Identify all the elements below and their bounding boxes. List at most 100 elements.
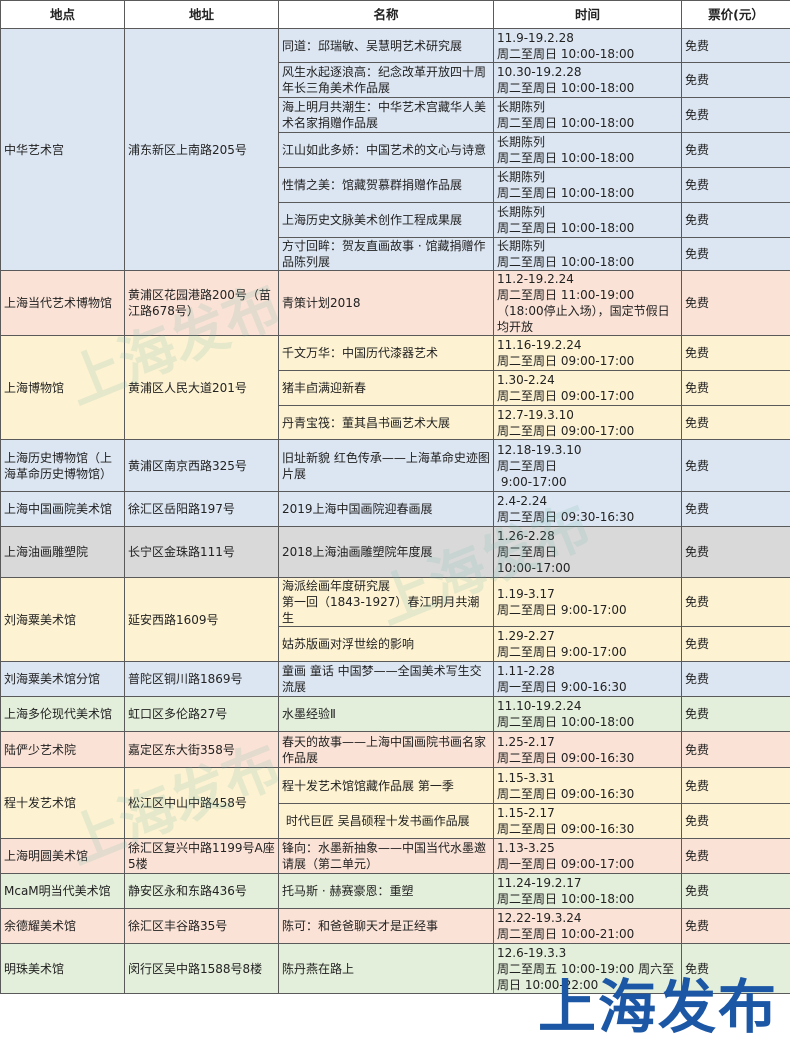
exhibition-time: 1.25-2.17 周二至周日 09:00-16:30: [493, 731, 682, 768]
exhibition-time: 11.24-19.2.17 周二至周日 10:00-18:00: [493, 873, 682, 909]
exhibition-title: 水墨经验Ⅱ: [278, 696, 494, 732]
exhibition-title: 陈丹燕在路上: [278, 943, 494, 994]
venue-address: 浦东新区上南路205号: [124, 28, 279, 271]
venue-address: 徐汇区岳阳路197号: [124, 491, 279, 527]
header-address: 地址: [124, 0, 279, 29]
ticket-price: 免费: [681, 908, 790, 944]
table-row: McaM明当代美术馆 静安区永和东路436号 托马斯 · 赫赛豪恩：重塑 11.24-…: [0, 873, 790, 909]
exhibition-title: 锋向：水墨新抽象——中国当代水墨邀请展（第二单元）: [278, 838, 494, 874]
venue-address: 延安西路1609号: [124, 577, 279, 662]
venue-name: 程十发艺术馆: [0, 767, 125, 839]
exhibition-time: 长期陈列 周二至周日 10:00-18:00: [493, 167, 682, 203]
table-row: 上海多伦现代美术馆 虹口区多伦路27号 水墨经验Ⅱ 11.10-19.2.24 周二至…: [0, 696, 790, 732]
exhibition-time: 12.7-19.3.10 周二至周日 09:00-17:00: [493, 405, 682, 440]
header-title: 名称: [278, 0, 494, 29]
ticket-price: 免费: [681, 237, 790, 271]
ticket-price: 免费: [681, 731, 790, 768]
ticket-price: 免费: [681, 167, 790, 203]
venue-name: 明珠美术馆: [0, 943, 125, 994]
exhibition-time: 长期陈列 周二至周日 10:00-18:00: [493, 202, 682, 238]
ticket-price: 免费: [681, 405, 790, 440]
ticket-price: 免费: [681, 696, 790, 732]
exhibition-title: 托马斯 · 赫赛豪恩：重塑: [278, 873, 494, 909]
exhibition-time: 12.22-19.3.24 周二至周日 10:00-21:00: [493, 908, 682, 944]
exhibition-title: 青策计划2018: [278, 270, 494, 336]
exhibition-time: 长期陈列 周二至周日 10:00-18:00: [493, 237, 682, 271]
venue-name: 刘海粟美术馆: [0, 577, 125, 662]
ticket-price: 免费: [681, 526, 790, 578]
exhibition-time: 11.16-19.2.24 周二至周日 09:00-17:00: [493, 335, 682, 371]
exhibition-time: 1.26-2.28 周二至周日 10:00-17:00: [493, 526, 682, 578]
ticket-price: 免费: [681, 132, 790, 168]
exhibition-time: 11.9-19.2.28 周二至周日 10:00-18:00: [493, 28, 682, 63]
ticket-price: 免费: [681, 577, 790, 627]
exhibition-title: 海上明月共潮生：中华艺术宫藏华人美术名家捐赠作品展: [278, 97, 494, 133]
exhibition-title: 程十发艺术馆馆藏作品展 第一季: [278, 767, 494, 804]
ticket-price: 免费: [681, 943, 790, 994]
ticket-price: 免费: [681, 661, 790, 697]
ticket-price: 免费: [681, 838, 790, 874]
table-row: 风生水起逐浪高：纪念改革开放四十周年长三角美术作品展 10.30-19.2.28 …: [0, 62, 790, 98]
ticket-price: 免费: [681, 767, 790, 804]
exhibition-title: 千文万华：中国历代漆器艺术: [278, 335, 494, 371]
ticket-price: 免费: [681, 97, 790, 133]
exhibition-time: 12.18-19.3.10 周二至周日 9:00-17:00: [493, 439, 682, 492]
exhibition-time: 12.6-19.3.3 周二至周五 10:00-19:00 周六至周日 10:0…: [493, 943, 682, 994]
venue-address: 徐汇区丰谷路35号: [124, 908, 279, 944]
exhibition-time: 1.19-3.17 周二至周日 9:00-17:00: [493, 577, 682, 627]
exhibition-time: 1.11-2.28 周一至周日 9:00-16:30: [493, 661, 682, 697]
table-row: 明珠美术馆 闵行区吴中路1588号8楼 陈丹燕在路上 12.6-19.3.3 周二至周…: [0, 943, 790, 994]
exhibition-time: 2.4-2.24 周二至周日 09:30-16:30: [493, 491, 682, 527]
table-row: 时代巨匠 吴昌硕程十发书画作品展 1.15-2.17 周二至周日 09:00-16…: [0, 803, 790, 839]
venue-name: 余德耀美术馆: [0, 908, 125, 944]
ticket-price: 免费: [681, 270, 790, 336]
table-row: 上海当代艺术博物馆 黄浦区花园港路200号（苗江路678号） 青策计划2018 11.…: [0, 270, 790, 336]
venue-name: 上海历史博物馆（上海革命历史博物馆）: [0, 439, 125, 492]
venue-address: 闵行区吴中路1588号8楼: [124, 943, 279, 994]
ticket-price: 免费: [681, 28, 790, 63]
exhibition-time: 长期陈列 周二至周日 10:00-18:00: [493, 97, 682, 133]
exhibition-title: 丹青宝筏：董其昌书画艺术大展: [278, 405, 494, 440]
table-row: 余德耀美术馆 徐汇区丰谷路35号 陈可：和爸爸聊天才是正经事 12.22-19.3.2…: [0, 908, 790, 944]
table-row: 中华艺术宫 浦东新区上南路205号 同道：邱瑞敏、吴慧明艺术研究展 11.9-19.2…: [0, 28, 790, 271]
exhibition-time: 1.15-3.31 周二至周日 09:00-16:30: [493, 767, 682, 804]
exhibition-title: 方寸回眸：贺友直画故事 · 馆藏捐赠作品陈列展: [278, 237, 494, 271]
exhibition-time: 1.13-3.25 周一至周日 09:00-17:00: [493, 838, 682, 874]
header-time: 时间: [493, 0, 682, 29]
ticket-price: 免费: [681, 335, 790, 371]
exhibition-title: 春天的故事——上海中国画院书画名家作品展: [278, 731, 494, 768]
table-row: 上海油画雕塑院 长宁区金珠路111号 2018上海油画雕塑院年度展 1.26-2.28…: [0, 526, 790, 578]
venue-address: 静安区永和东路436号: [124, 873, 279, 909]
venue-address: 虹口区多伦路27号: [124, 696, 279, 732]
exhibition-title: 猪丰卣满迎新春: [278, 370, 494, 406]
exhibition-title: 旧址新貌 红色传承——上海革命史迹图片展: [278, 439, 494, 492]
table-row: 上海中国画院美术馆 徐汇区岳阳路197号 2019上海中国画院迎春画展 2.4-2.2…: [0, 491, 790, 527]
exhibition-time: 1.29-2.27 周二至周日 9:00-17:00: [493, 626, 682, 662]
venue-name: McaM明当代美术馆: [0, 873, 125, 909]
exhibition-title: 童画 童话 中国梦——全国美术写生交流展: [278, 661, 494, 697]
ticket-price: 免费: [681, 491, 790, 527]
exhibition-title: 时代巨匠 吴昌硕程十发书画作品展: [278, 803, 494, 839]
exhibition-time: 1.30-2.24 周二至周日 09:00-17:00: [493, 370, 682, 406]
ticket-price: 免费: [681, 62, 790, 98]
table-row: 刘海粟美术馆分馆 普陀区铜川路1869号 童画 童话 中国梦——全国美术写生交流展 1…: [0, 661, 790, 697]
venue-address: 徐汇区复兴中路1199号A座5楼: [124, 838, 279, 874]
ticket-price: 免费: [681, 873, 790, 909]
venue-name: 上海油画雕塑院: [0, 526, 125, 578]
venue-address: 嘉定区东大街358号: [124, 731, 279, 768]
venue-name: 刘海粟美术馆分馆: [0, 661, 125, 697]
table-row: 程十发艺术馆 松江区中山中路458号 程十发艺术馆馆藏作品展 第一季 1.15-3.3…: [0, 767, 790, 839]
venue-address: 松江区中山中路458号: [124, 767, 279, 839]
exhibition-title: 上海历史文脉美术创作工程成果展: [278, 202, 494, 238]
ticket-price: 免费: [681, 439, 790, 492]
venue-address: 黄浦区花园港路200号（苗江路678号）: [124, 270, 279, 336]
venue-name: 上海博物馆: [0, 335, 125, 440]
ticket-price: 免费: [681, 202, 790, 238]
table-row: 陆俨少艺术院 嘉定区东大街358号 春天的故事——上海中国画院书画名家作品展 1.25…: [0, 731, 790, 768]
venue-name: 上海当代艺术博物馆: [0, 270, 125, 336]
table-row: 上海历史博物馆（上海革命历史博物馆） 黄浦区南京西路325号 旧址新貌 红色传承——…: [0, 439, 790, 492]
exhibition-title: 风生水起逐浪高：纪念改革开放四十周年长三角美术作品展: [278, 62, 494, 98]
ticket-price: 免费: [681, 626, 790, 662]
exhibition-title: 同道：邱瑞敏、吴慧明艺术研究展: [278, 28, 494, 63]
exhibition-time: 长期陈列 周二至周日 10:00-18:00: [493, 132, 682, 168]
